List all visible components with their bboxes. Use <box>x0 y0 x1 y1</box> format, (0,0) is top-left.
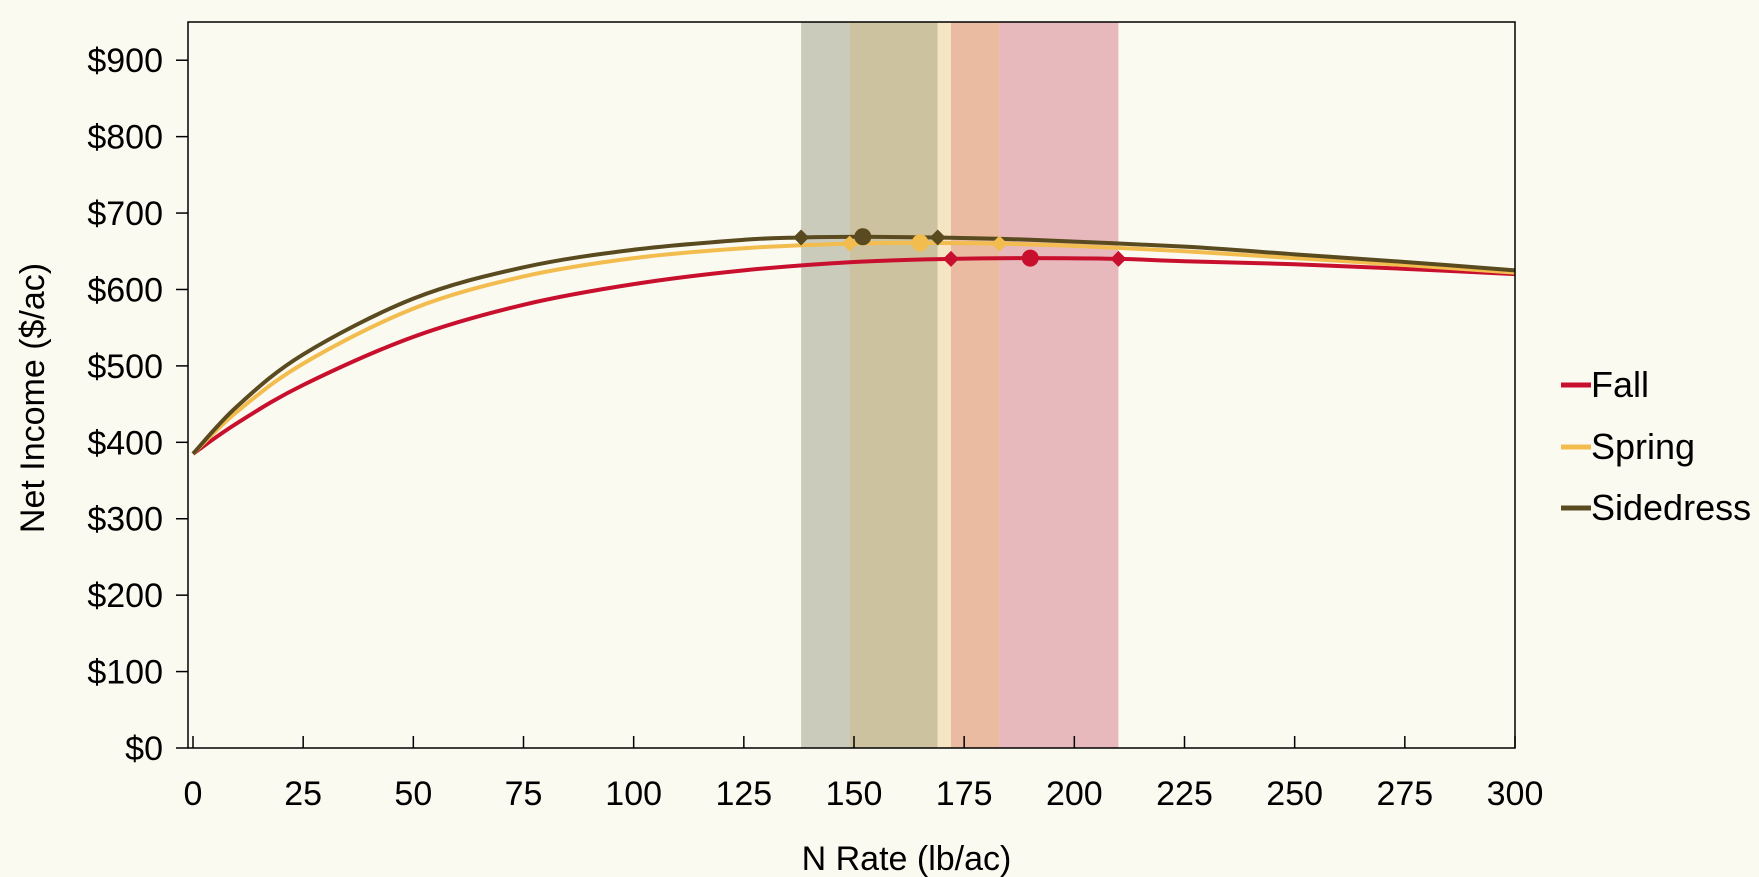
legend-label-sidedress: Sidedress <box>1591 487 1751 528</box>
y-tick-label-200: $200 <box>87 577 163 615</box>
y-tick-label-300: $300 <box>87 501 163 539</box>
x-tick-label-275: 275 <box>1376 775 1433 813</box>
plot-area-frame <box>187 21 1516 749</box>
range-marker-fall-0 <box>942 250 959 267</box>
range-marker-sidedress-0 <box>793 229 810 246</box>
x-tick-label-175: 175 <box>936 775 993 813</box>
y-tick-label-0: $0 <box>125 730 163 768</box>
range-band-3 <box>950 22 1000 748</box>
x-tick-label-0: 0 <box>184 775 203 813</box>
x-tick-label-200: 200 <box>1046 775 1103 813</box>
x-tick-label-75: 75 <box>505 775 543 813</box>
series-line-fall <box>191 256 1516 456</box>
x-tick-label-125: 125 <box>715 775 772 813</box>
x-axis: 0 25 50 75 100 125 150 175 200 225 250 275 300 <box>184 736 1544 813</box>
x-tick-label-50: 50 <box>394 775 432 813</box>
range-marker-spring-0 <box>841 235 858 252</box>
y-tick-label-600: $600 <box>87 271 163 309</box>
x-tick-label-25: 25 <box>284 775 322 813</box>
range-marker-fall-1 <box>1110 250 1127 267</box>
x-axis-title: N Rate (lb/ac) <box>802 840 1012 877</box>
range-band-4 <box>999 22 1119 748</box>
optimum-point-spring <box>911 234 929 252</box>
legend-label-fall: Fall <box>1591 364 1649 405</box>
y-tick-label-800: $800 <box>87 119 163 157</box>
y-axis-title: Net Income ($/ac) <box>14 263 52 533</box>
x-tick-label-250: 250 <box>1266 775 1323 813</box>
optimum-range-bands <box>801 22 1119 748</box>
y-axis: $0 $100 $200 $300 $400 $500 $600 $700 $800 $900 <box>87 42 188 768</box>
legend-label-spring: Spring <box>1591 426 1695 467</box>
y-tick-label-700: $700 <box>87 195 163 233</box>
range-band-2 <box>937 22 951 748</box>
series-markers <box>793 228 1127 267</box>
y-tick-label-500: $500 <box>87 348 163 386</box>
x-tick-label-150: 150 <box>826 775 883 813</box>
range-marker-spring-1 <box>991 235 1008 252</box>
y-tick-label-100: $100 <box>87 654 163 692</box>
optimum-point-fall <box>1021 249 1039 267</box>
x-tick-label-300: 300 <box>1487 775 1544 813</box>
y-tick-label-400: $400 <box>87 424 163 462</box>
range-band-0 <box>801 22 850 748</box>
legend: Fall Spring Sidedress <box>1561 364 1751 528</box>
range-band-1 <box>849 22 938 748</box>
optimum-point-sidedress <box>854 228 872 246</box>
range-marker-sidedress-1 <box>929 229 946 246</box>
x-tick-label-100: 100 <box>605 775 662 813</box>
y-tick-label-900: $900 <box>87 42 163 80</box>
x-tick-label-225: 225 <box>1156 775 1213 813</box>
